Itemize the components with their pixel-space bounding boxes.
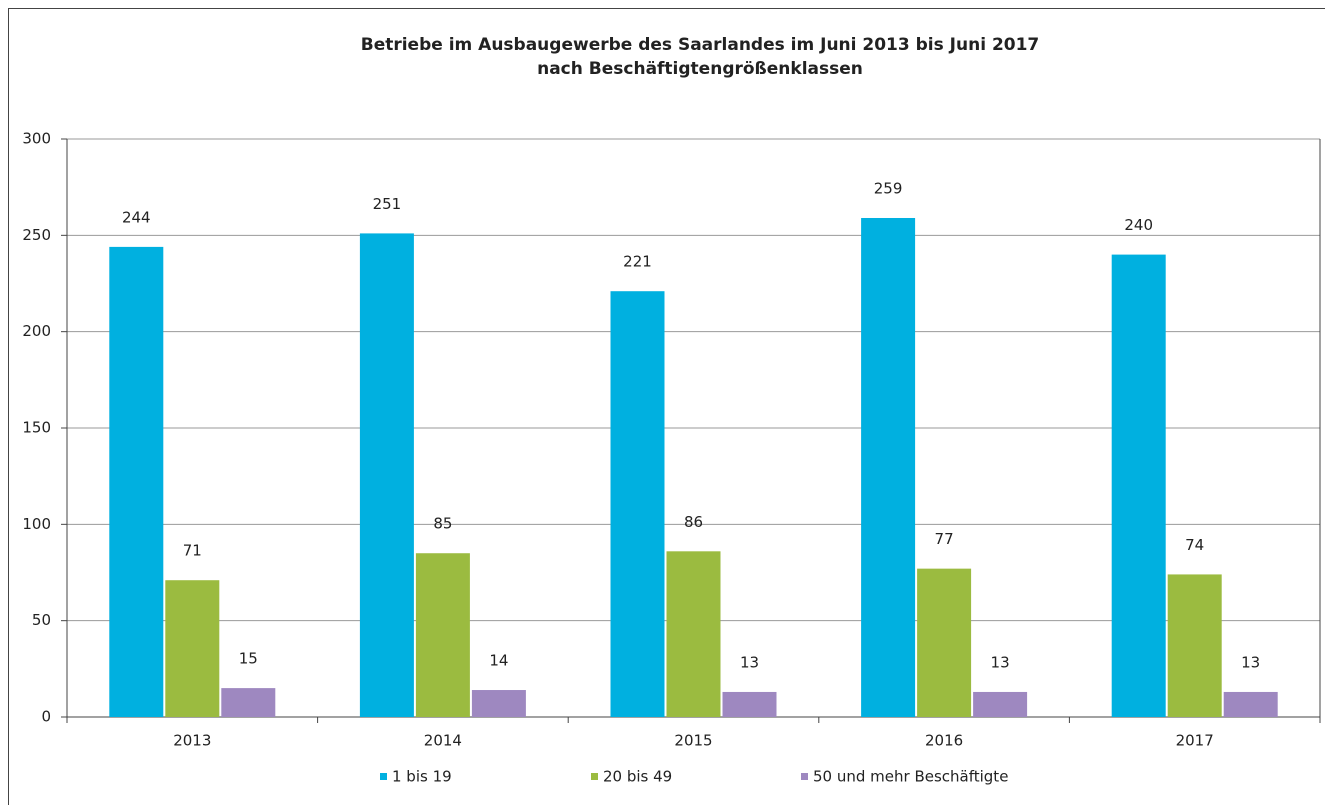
chart-title: Betriebe im Ausbaugewerbe des Saarlandes… <box>361 35 1040 55</box>
x-tick-label: 2013 <box>173 732 211 750</box>
bar <box>917 568 972 717</box>
legend-label: 20 bis 49 <box>603 768 672 786</box>
legend-swatch <box>591 773 598 780</box>
value-label: 14 <box>489 652 508 670</box>
value-label: 86 <box>684 513 703 531</box>
y-tick-label: 50 <box>32 611 51 629</box>
y-tick-label: 250 <box>22 226 51 244</box>
y-tick-label: 100 <box>22 515 51 533</box>
value-label: 244 <box>122 208 151 226</box>
value-label: 251 <box>373 195 402 213</box>
value-label: 13 <box>740 653 759 671</box>
y-tick-label: 300 <box>22 130 51 148</box>
value-label: 221 <box>623 253 652 271</box>
bar <box>415 553 470 717</box>
value-label: 74 <box>1185 536 1204 554</box>
value-label: 71 <box>183 542 202 560</box>
value-label: 13 <box>1241 653 1260 671</box>
bar <box>722 691 777 717</box>
bar <box>221 688 276 717</box>
bar <box>1223 691 1278 717</box>
chart-frame <box>8 8 1325 805</box>
y-tick-label: 200 <box>22 322 51 340</box>
bar <box>1111 254 1166 717</box>
bar <box>973 691 1028 717</box>
legend-label: 50 und mehr Beschäftigte <box>813 768 1008 786</box>
x-tick-label: 2016 <box>925 732 963 750</box>
bar <box>861 217 916 717</box>
x-tick-label: 2015 <box>674 732 712 750</box>
legend-swatch <box>801 773 808 780</box>
legend-swatch <box>380 773 387 780</box>
x-tick-label: 2014 <box>424 732 462 750</box>
legend-label: 1 bis 19 <box>392 768 452 786</box>
value-label: 259 <box>874 179 903 197</box>
bar <box>109 246 164 718</box>
value-label: 85 <box>433 515 452 533</box>
bar <box>471 690 526 717</box>
bar <box>165 580 220 717</box>
value-label: 77 <box>935 530 954 548</box>
value-label: 240 <box>1124 216 1153 234</box>
y-tick-label: 150 <box>22 419 51 437</box>
y-tick-label: 0 <box>41 708 51 726</box>
chart-title: nach Beschäftigtengrößenklassen <box>537 59 863 79</box>
bar <box>1167 574 1222 717</box>
value-label: 13 <box>991 653 1010 671</box>
bar <box>610 291 665 717</box>
bar <box>666 551 721 717</box>
bar <box>359 233 414 717</box>
value-label: 15 <box>239 650 258 668</box>
x-tick-label: 2017 <box>1176 732 1214 750</box>
